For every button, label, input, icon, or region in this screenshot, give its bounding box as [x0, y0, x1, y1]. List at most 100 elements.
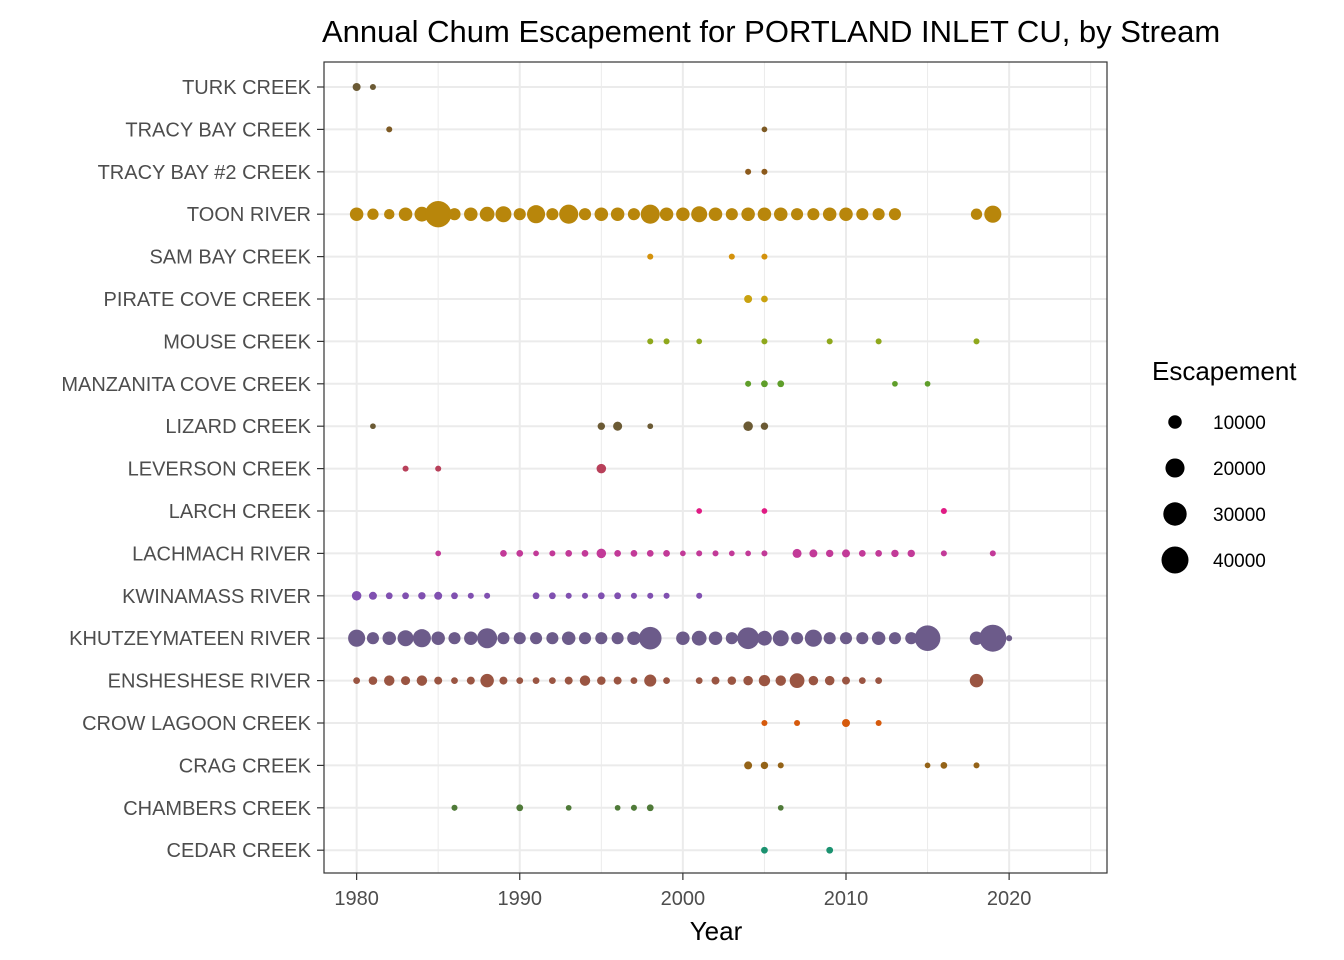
- data-point: [696, 550, 703, 557]
- data-point: [382, 631, 396, 645]
- data-point: [979, 624, 1007, 652]
- data-point: [398, 207, 413, 221]
- data-point: [564, 676, 573, 685]
- data-point: [367, 208, 379, 220]
- data-point: [807, 208, 820, 221]
- data-point: [613, 421, 623, 431]
- data-point: [578, 208, 592, 221]
- data-point: [808, 675, 819, 686]
- data-point: [875, 677, 883, 684]
- y-axis: TURK CREEK TRACY BAY CREEK TRACY BAY #2 CR…: [61, 77, 324, 862]
- y-tick-label: ENSHESHESE RIVER: [108, 671, 311, 693]
- y-tick-label: MANZANITA COVE CREEK: [61, 374, 311, 396]
- data-point: [708, 207, 723, 221]
- data-point: [499, 676, 508, 685]
- data-point: [579, 675, 591, 686]
- data-point: [500, 550, 507, 557]
- data-point: [366, 632, 379, 645]
- data-point: [842, 719, 850, 727]
- y-tick-label: TOON RIVER: [187, 204, 311, 226]
- data-point: [451, 804, 458, 811]
- y-tick-label: TRACY BAY CREEK: [125, 119, 311, 141]
- y-tick-label: PIRATE COVE CREEK: [104, 289, 312, 311]
- data-point: [744, 761, 753, 770]
- data-point: [777, 804, 784, 811]
- data-point: [888, 632, 901, 645]
- data-point: [549, 677, 556, 684]
- data-point: [477, 628, 498, 649]
- data-point: [1006, 635, 1013, 642]
- data-point: [644, 674, 657, 687]
- data-point: [614, 804, 621, 811]
- data-point: [370, 423, 376, 430]
- data-point: [804, 629, 822, 647]
- data-point: [858, 550, 866, 557]
- data-point: [638, 626, 662, 650]
- legend-key: [1165, 458, 1185, 478]
- data-point: [594, 207, 609, 221]
- data-point: [464, 207, 478, 221]
- data-point: [516, 804, 524, 812]
- data-point: [839, 207, 853, 221]
- data-point: [872, 208, 885, 221]
- legend-label: 10000: [1213, 413, 1266, 434]
- data-point: [516, 677, 524, 684]
- data-point: [728, 253, 735, 260]
- data-point: [696, 338, 703, 345]
- data-point: [549, 550, 556, 557]
- legend-label: 20000: [1213, 459, 1266, 480]
- data-point: [614, 550, 622, 557]
- data-point: [549, 592, 556, 600]
- data-point: [647, 423, 654, 430]
- data-point: [412, 629, 431, 648]
- data-point: [495, 206, 512, 223]
- data-point: [924, 380, 931, 387]
- plot-points: [348, 83, 1013, 854]
- y-tick-label: CHAMBERS CREEK: [123, 798, 311, 820]
- data-point: [970, 208, 983, 220]
- data-point: [386, 126, 393, 133]
- x-axis: 1980 1990 2000 2010 2020: [334, 873, 1031, 910]
- data-point: [418, 592, 426, 600]
- data-point: [581, 550, 589, 557]
- data-point: [875, 550, 883, 557]
- data-point: [758, 674, 771, 687]
- data-point: [777, 380, 785, 388]
- data-point: [791, 208, 804, 221]
- data-point: [353, 677, 361, 684]
- data-point: [691, 630, 707, 646]
- data-point: [630, 677, 638, 684]
- data-point: [561, 631, 576, 645]
- data-point: [448, 208, 461, 221]
- data-point: [640, 204, 660, 224]
- data-point: [842, 676, 850, 685]
- data-point: [760, 422, 769, 430]
- data-point: [725, 208, 738, 221]
- data-point: [875, 338, 882, 345]
- data-point: [761, 380, 768, 388]
- data-point: [792, 548, 802, 558]
- data-point: [611, 632, 624, 645]
- data-point: [630, 804, 637, 811]
- data-point: [745, 380, 752, 387]
- data-point: [532, 677, 540, 684]
- data-point: [647, 253, 654, 260]
- legend-label: 40000: [1213, 551, 1266, 572]
- data-point: [368, 591, 377, 600]
- data-point: [676, 631, 690, 645]
- data-point: [761, 126, 768, 133]
- data-point: [513, 208, 526, 221]
- data-point: [973, 762, 980, 769]
- y-tick-label: MOUSE CREEK: [163, 331, 311, 353]
- data-point: [532, 592, 540, 600]
- data-point: [839, 632, 853, 645]
- data-point: [822, 207, 837, 221]
- data-point: [727, 676, 737, 685]
- data-point: [757, 207, 772, 221]
- data-point: [451, 592, 458, 600]
- data-point: [757, 630, 772, 646]
- data-point: [516, 550, 524, 557]
- data-point: [761, 550, 768, 557]
- data-point: [401, 676, 411, 686]
- data-point: [597, 422, 606, 430]
